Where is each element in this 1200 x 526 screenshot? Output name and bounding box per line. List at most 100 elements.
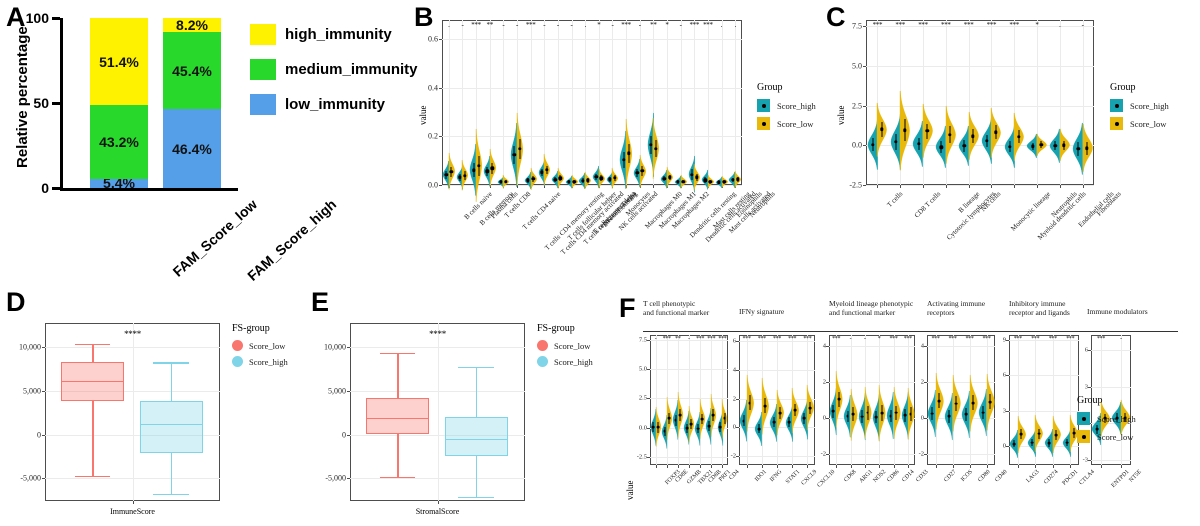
gridline-vertical: [1014, 20, 1016, 185]
gridline-vertical: [1035, 335, 1037, 465]
panel-d-boxplot-immunescore: D FS-group Score_low Score_high -5,000 0 5,…: [0, 285, 312, 526]
mean-point: [490, 166, 494, 170]
violin-half: [968, 112, 979, 161]
gridline-vertical: [1052, 335, 1054, 465]
mean-point: [880, 411, 884, 415]
x-tick-mark: [969, 465, 971, 468]
mean-point: [685, 426, 689, 430]
panel-d-legend-label: Score_low: [249, 340, 286, 351]
mean-point: [1053, 143, 1058, 148]
mean-point: [1019, 432, 1023, 436]
gridline-vertical: [655, 335, 657, 465]
boxplot-box: [444, 417, 508, 456]
mean-point: [580, 178, 585, 183]
panel-f-label: F: [619, 293, 636, 323]
y-tick-mark: [1088, 349, 1091, 351]
y-tick-label: -2.5: [636, 453, 647, 461]
mean-point: [964, 413, 968, 416]
y-tick-mark: [736, 456, 739, 458]
y-tick-mark: [736, 398, 739, 400]
y-tick-label: 2: [920, 378, 924, 386]
mean-point: [476, 164, 481, 168]
mean-point: [674, 418, 678, 422]
x-category-label: NOS2: [872, 469, 888, 484]
significance-marker: ***: [895, 21, 905, 29]
x-tick-mark: [991, 185, 993, 188]
mean-point: [463, 173, 467, 178]
y-tick-mark: [863, 145, 866, 147]
gridline-vertical: [571, 20, 573, 185]
significance-marker: -: [863, 336, 866, 342]
violin-half: [945, 105, 956, 164]
x-tick-mark: [761, 465, 763, 468]
panel-c-legend: Group Score_high Score_low: [1110, 82, 1169, 135]
x-tick-mark: [1101, 465, 1102, 468]
mean-point: [802, 417, 806, 420]
y-tick-mark: [347, 347, 350, 349]
significance-marker: ***: [931, 336, 940, 342]
panel-c-violin-mcpcounter: C value Group Score_high Score_low -2.5 0.…: [824, 0, 1200, 285]
violin-half: [986, 373, 995, 431]
mean-point: [696, 427, 700, 431]
gridline-horizontal: [1091, 349, 1131, 351]
significance-marker: ***: [918, 21, 928, 29]
mean-point: [846, 414, 850, 418]
x-tick-mark: [945, 185, 947, 188]
panel-a-bar-segment: 51.4%: [90, 18, 148, 106]
x-category-label: STAT1: [784, 469, 802, 486]
gridline-horizontal: [927, 345, 995, 347]
panel-b-legend-item: Score_high: [757, 99, 816, 112]
gridline-vertical: [1082, 20, 1084, 185]
panel-a-y-axis-title: Relative percentage: [14, 26, 31, 168]
y-tick-mark: [863, 26, 866, 28]
significance-marker: ***: [621, 21, 631, 29]
significance-marker: ***: [872, 21, 883, 29]
gridline-vertical: [517, 20, 518, 185]
mean-point: [1030, 144, 1035, 148]
mean-point: [1065, 441, 1069, 444]
x-tick-mark: [746, 465, 748, 468]
legend-circle-icon: [232, 356, 243, 367]
mean-point: [994, 130, 998, 135]
gridline-vertical: [503, 20, 505, 185]
boxplot-whisker-cap: [379, 476, 415, 478]
gridline-horizontal: [1009, 446, 1079, 448]
mean-point: [517, 147, 522, 151]
legend-point-icon: [1114, 121, 1119, 126]
x-tick-mark: [850, 465, 852, 468]
violin-half: [1013, 112, 1024, 161]
x-category-label: CD27: [942, 469, 958, 484]
violin-half: [969, 374, 978, 431]
mean-point: [860, 415, 864, 419]
significance-marker: ***: [703, 21, 713, 29]
y-tick-label: 6: [732, 337, 736, 345]
significance-marker: ***: [965, 336, 974, 342]
significance-marker: ***: [525, 21, 536, 29]
boxplot-whisker: [397, 352, 399, 398]
mean-point: [667, 416, 671, 420]
panel-b-legend-title: Group: [757, 82, 783, 93]
x-tick-mark: [952, 465, 954, 468]
panel-f-legend-title: Group: [1077, 395, 1103, 406]
x-tick-mark: [792, 465, 794, 468]
mean-point: [553, 177, 558, 182]
panel-a-y-tick: [52, 101, 60, 105]
significance-marker: ***: [471, 21, 481, 29]
y-tick-mark: [347, 391, 350, 393]
violin-half: [991, 107, 1002, 158]
significance-marker: .: [1059, 21, 1061, 29]
x-tick-mark: [968, 185, 970, 188]
mean-point: [866, 411, 870, 415]
x-category-label: CD8 T cells: [913, 190, 943, 220]
mean-point: [708, 180, 713, 184]
gridline-vertical: [667, 20, 668, 185]
panel-b-label: B: [414, 2, 434, 32]
panel-c-label: C: [826, 2, 846, 32]
gridline-horizontal: [442, 185, 742, 186]
panel-a-bar-segment: 45.4%: [163, 31, 221, 110]
x-category-label: CD4: [728, 469, 742, 482]
mean-point: [545, 168, 549, 172]
panel-a-label: A: [6, 2, 26, 32]
gridline-horizontal: [829, 381, 915, 383]
significance-marker: -: [849, 336, 852, 342]
